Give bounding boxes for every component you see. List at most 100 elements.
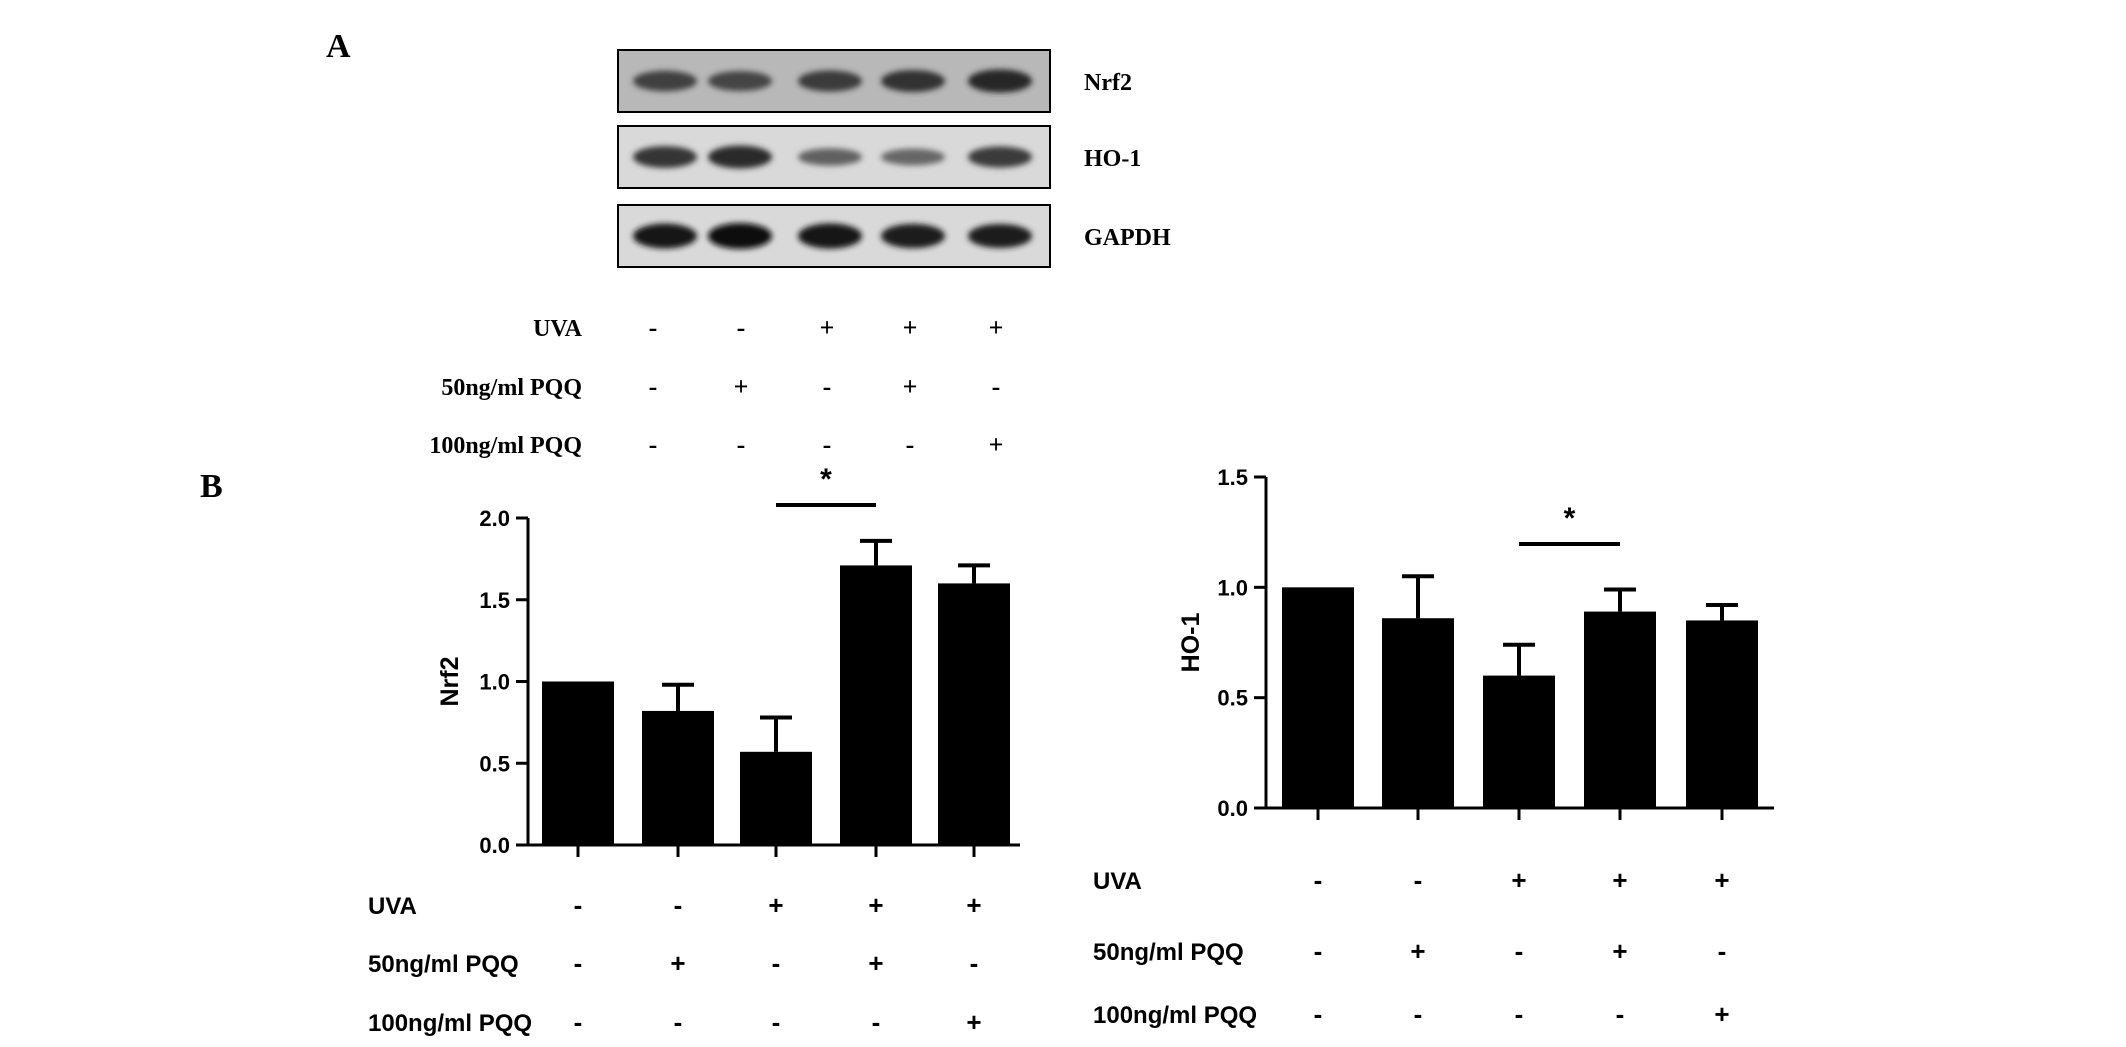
minus-sign: - [1515,999,1524,1029]
panel-a: A Nrf2 HO-1 GAPDH UVA - - + + +50ng/ml PQQ - + - + -… [326,28,1171,459]
plus-sign: + [868,948,883,978]
y-tick-label: 1.0 [479,670,510,695]
minus-sign: - [737,313,746,342]
treatment-row: UVA - - + + + [368,890,982,920]
minus-sign: - [823,430,832,459]
blot-band [798,223,862,249]
plus-sign: + [670,948,685,978]
plus-sign: + [1714,865,1729,895]
treatment-label: UVA [1093,868,1142,895]
blot-nrf2: Nrf2 [617,49,1132,113]
blot-ho-1: HO-1 [617,125,1141,189]
treatment-label: 50ng/ml PQQ [1093,939,1244,966]
bar [1282,587,1354,808]
minus-sign: - [674,890,683,920]
minus-sign: - [1414,865,1423,895]
minus-sign: - [737,430,746,459]
blot-band [798,148,862,166]
western-blots: Nrf2 HO-1 GAPDH [617,49,1171,268]
y-tick-label: 1.0 [1217,575,1248,600]
significance-marker: * [820,463,832,496]
y-axis-label: HO-1 [1177,613,1205,673]
blot-band [708,70,772,92]
minus-sign: - [772,948,781,978]
y-tick-label: 0.0 [1217,796,1248,821]
plus-sign: + [1511,865,1526,895]
blot-band [633,223,697,249]
treatment-row: UVA - - + + + [1093,865,1730,895]
treatment-label: 100ng/ml PQQ [1093,1002,1257,1029]
blot-band [968,69,1032,93]
blot-band [708,145,772,169]
panel-b-label: B [200,468,223,505]
bar [1483,675,1555,808]
y-tick-label: 1.5 [479,588,510,613]
bar [938,583,1010,845]
minus-sign: - [872,1007,881,1037]
minus-sign: - [649,313,658,342]
minus-sign: - [1314,865,1323,895]
plus-sign: + [966,1007,981,1037]
treatment-row: 100ng/ml PQQ - - - - + [1093,999,1730,1029]
plus-sign: + [989,430,1004,459]
blot-gapdh: GAPDH [617,204,1171,268]
minus-sign: - [574,948,583,978]
y-tick-label: 1.5 [1217,465,1248,490]
minus-sign: - [1414,999,1423,1029]
blot-label: HO-1 [1084,146,1141,172]
minus-sign: - [1314,999,1323,1029]
plus-sign: + [1612,936,1627,966]
bar [642,710,714,845]
minus-sign: - [574,890,583,920]
treatment-row: UVA - - + + + [533,313,1003,342]
minus-sign: - [823,372,832,401]
plus-sign: + [903,313,918,342]
nrf2-bar-chart: 0.0 0.5 1.0 1.5 2.0 Nrf2 * UVA - - + + +50ng/ml PQQ -… [368,463,1020,1037]
significance-marker: * [1564,502,1576,535]
treatment-row: 100ng/ml PQQ - - - - + [429,430,1003,459]
y-tick-label: 0.5 [1217,686,1248,711]
bar [1584,611,1656,808]
plus-sign: + [820,313,835,342]
minus-sign: - [574,1007,583,1037]
blot-band [881,223,945,249]
plus-sign: + [1612,865,1627,895]
plus-sign: + [1714,999,1729,1029]
blot-band [633,70,697,92]
plus-sign: + [868,890,883,920]
treatment-label: 100ng/ml PQQ [429,433,582,459]
treatment-label: 50ng/ml PQQ [368,951,519,978]
minus-sign: - [1314,936,1323,966]
bar [740,751,812,845]
minus-sign: - [906,430,915,459]
plus-sign: + [966,890,981,920]
minus-sign: - [674,1007,683,1037]
y-axis-label: Nrf2 [436,656,464,706]
plus-sign: + [989,313,1004,342]
minus-sign: - [1616,999,1625,1029]
y-tick-label: 0.5 [479,751,510,776]
blot-band [968,146,1032,168]
bar [840,565,912,845]
blot-band [881,69,945,93]
treatment-label: 50ng/ml PQQ [441,375,582,401]
treatment-row: 50ng/ml PQQ - + - + - [368,948,978,978]
treatment-label: UVA [533,316,583,342]
plus-sign: + [1410,936,1425,966]
treatment-label: 100ng/ml PQQ [368,1010,532,1037]
blot-band [968,223,1032,249]
panel-a-treatment-table: UVA - - + + +50ng/ml PQQ - + - + - 100ng/ml PQQ - - - -… [429,313,1003,459]
blot-label: Nrf2 [1084,70,1132,96]
treatment-row: 50ng/ml PQQ - + - + - [1093,936,1726,966]
minus-sign: - [772,1007,781,1037]
plus-sign: + [768,890,783,920]
minus-sign: - [1718,936,1727,966]
blot-band [633,146,697,168]
bar [1686,620,1758,808]
minus-sign: - [649,372,658,401]
minus-sign: - [649,430,658,459]
blot-band [708,223,772,249]
treatment-row: 50ng/ml PQQ - + - + - [441,372,1000,401]
treatment-label: UVA [368,893,417,920]
minus-sign: - [970,948,979,978]
